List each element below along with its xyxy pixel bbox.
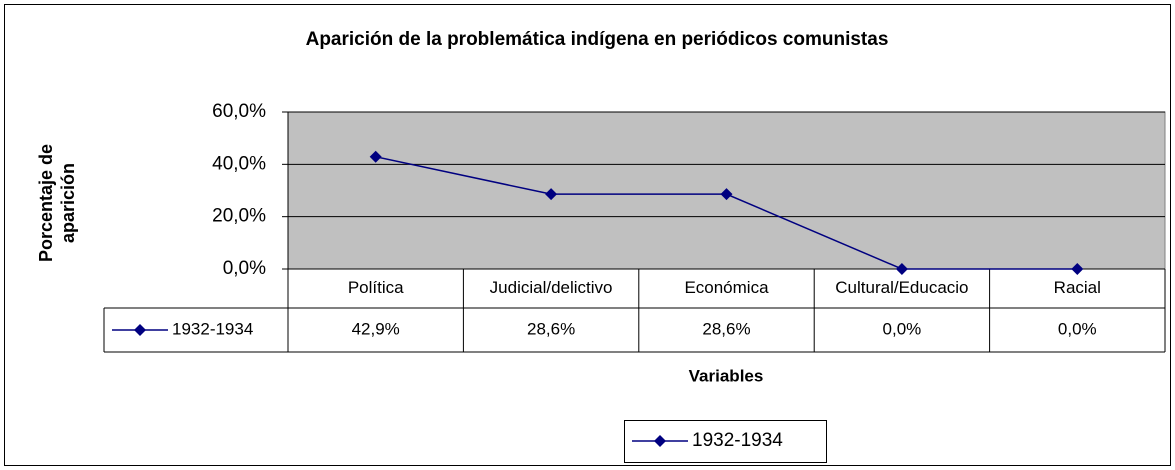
x-tick-label: Política bbox=[348, 278, 404, 297]
table-series-name: 1932-1934 bbox=[172, 319, 253, 338]
y-axis-title: Porcentaje de bbox=[36, 144, 56, 262]
x-tick-label: Cultural/Educacio bbox=[835, 278, 968, 297]
table-value: 28,6% bbox=[702, 319, 750, 338]
marker bbox=[895, 263, 908, 275]
x-tick-label: Racial bbox=[1054, 278, 1101, 297]
y-tick-label: 40,0% bbox=[212, 153, 266, 174]
legend-key-marker bbox=[134, 324, 146, 336]
y-axis-title: aparición bbox=[58, 163, 78, 243]
table-value: 0,0% bbox=[883, 319, 922, 338]
marker bbox=[369, 150, 382, 163]
table-value: 42,9% bbox=[352, 319, 400, 338]
table-value: 28,6% bbox=[527, 319, 575, 338]
x-tick-label: Judicial/delictivo bbox=[490, 278, 613, 297]
x-tick-label: Económica bbox=[684, 278, 769, 297]
chart-title: Aparición de la problemática indígena en… bbox=[306, 29, 889, 50]
marker bbox=[720, 188, 733, 201]
marker bbox=[545, 188, 558, 201]
marker bbox=[1071, 263, 1084, 275]
y-tick-label: 20,0% bbox=[212, 206, 266, 227]
legend-label: 1932-1934 bbox=[692, 430, 783, 451]
y-tick-label: 60,0% bbox=[212, 101, 266, 122]
y-tick-label: 0,0% bbox=[223, 258, 266, 279]
x-axis-title: Variables bbox=[689, 366, 764, 385]
table-value: 0,0% bbox=[1058, 319, 1097, 338]
legend-key-marker bbox=[654, 435, 666, 447]
